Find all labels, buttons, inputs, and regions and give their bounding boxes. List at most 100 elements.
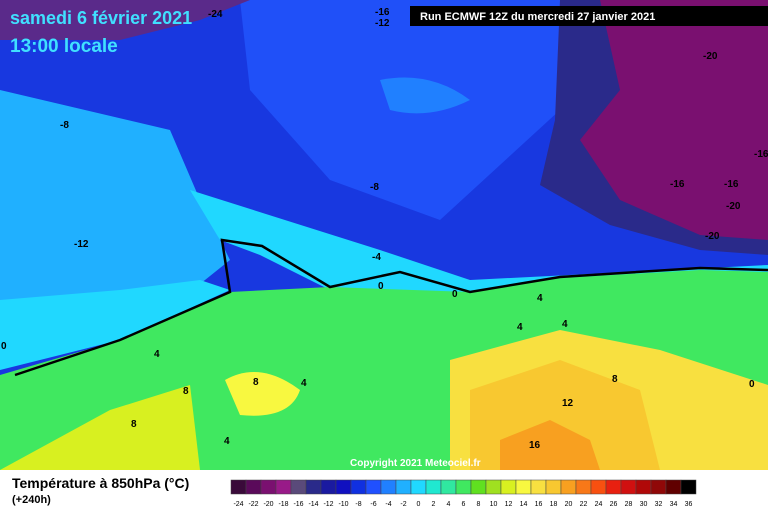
- local-time: 13:00 locale: [10, 36, 118, 57]
- contour-label: 4: [154, 349, 160, 360]
- contour-label: 4: [517, 322, 523, 333]
- colorbar-label: 16: [535, 501, 543, 508]
- map-region: [225, 372, 300, 416]
- run-info: Run ECMWF 12Z du mercredi 27 janvier 202…: [420, 11, 655, 23]
- colorbar-label: 36: [685, 501, 693, 508]
- contour-label: 8: [183, 386, 189, 397]
- colorbar-swatch: [290, 479, 307, 495]
- colorbar-label: 10: [490, 501, 498, 508]
- colorbar-label: 22: [580, 501, 588, 508]
- contour-labels: -24 -16-12-20-8-8-12-16 -16-16-20-20-40004…: [1, 7, 768, 451]
- map-region: [0, 280, 230, 370]
- colorbar-swatch: [605, 479, 622, 495]
- contour-label: -4: [372, 252, 381, 263]
- contour-label: 4: [537, 293, 543, 304]
- date: samedi 6 février 2021: [10, 8, 192, 28]
- colorbar-swatch: [410, 479, 427, 495]
- colorbar-label: -22: [248, 501, 258, 508]
- colorbar-label: -6: [370, 501, 376, 508]
- colorbar-swatch: [650, 479, 667, 495]
- legend-title: Température à 850hPa (°C): [12, 475, 189, 491]
- colorbar-swatch: [395, 479, 412, 495]
- map-region: [0, 385, 200, 470]
- lead-time: (+240h): [12, 494, 51, 506]
- colorbar-label: 0: [417, 501, 421, 508]
- contour-label: -20: [726, 201, 741, 212]
- colorbar-label: 14: [520, 501, 528, 508]
- colorbar-label: 20: [565, 501, 573, 508]
- contour-label: -16: [375, 7, 390, 18]
- map-region: [0, 90, 230, 330]
- colorbar-label: 4: [447, 501, 451, 508]
- colorbar-label: 32: [655, 501, 663, 508]
- colorbar-swatch: [365, 479, 382, 495]
- contour-label: -20: [705, 231, 720, 242]
- colorbar-label: 28: [625, 501, 633, 508]
- zero-contour: [14, 238, 768, 377]
- contour-label: -24: [208, 9, 223, 20]
- colorbar-swatch: [485, 479, 502, 495]
- colorbar-label: 12: [505, 501, 513, 508]
- contour-label: 8: [253, 377, 259, 388]
- colorbar-label: 26: [610, 501, 618, 508]
- contour-label: -16: [670, 179, 685, 190]
- colorbar-swatch: [440, 479, 457, 495]
- colorbar-label: -8: [355, 501, 361, 508]
- contour-label: 8: [612, 374, 618, 385]
- colorbar-swatch: [455, 479, 472, 495]
- colorbar-label: -12: [323, 501, 333, 508]
- colorbar-swatch: [530, 479, 547, 495]
- colorbar-label: 6: [462, 501, 466, 508]
- map: Run ECMWF 12Z du mercredi 27 janvier 202…: [0, 0, 768, 470]
- run-banner: [410, 6, 768, 26]
- contour-label: 0: [1, 341, 7, 352]
- colorbar-swatch: [590, 479, 607, 495]
- map-region: [500, 420, 600, 470]
- colorbar: -24 -22 -20 -18 -16 -14 -12 -10 -8 -6 -4 -2 0 2 4 6 8 10 1…: [230, 479, 697, 508]
- contour-label: -16: [754, 149, 768, 160]
- colorbar-label: 8: [477, 501, 481, 508]
- colorbar-swatch: [665, 479, 682, 495]
- colorbar-label: 2: [432, 501, 436, 508]
- colorbar-swatch: [560, 479, 577, 495]
- colorbar-label: 24: [595, 501, 603, 508]
- contour-label: 0: [749, 379, 755, 390]
- colorbar-label: -24: [233, 501, 243, 508]
- contour-label: -8: [370, 182, 379, 193]
- colorbar-swatch: [245, 479, 262, 495]
- contour-label: -8: [60, 120, 69, 131]
- contour-label: 4: [224, 436, 230, 447]
- colorbar-swatch: [425, 479, 442, 495]
- contour-label: 0: [452, 289, 458, 300]
- contour-label: -16: [724, 179, 739, 190]
- colorbar-swatch: [320, 479, 337, 495]
- colorbar-swatch: [500, 479, 517, 495]
- colorbar-swatch: [260, 479, 277, 495]
- contour-label: 4: [301, 378, 307, 389]
- copyright: Copyright 2021 Meteociel.fr: [350, 458, 481, 469]
- colorbar-label: -14: [308, 501, 318, 508]
- contour-label: 8: [131, 419, 137, 430]
- colorbar-swatch: [470, 479, 487, 495]
- colorbar-swatch: [380, 479, 397, 495]
- colorbar-label: -4: [385, 501, 391, 508]
- contour-label: -12: [74, 239, 89, 250]
- colorbar-swatch: [545, 479, 562, 495]
- map-region: [190, 190, 768, 295]
- colorbar-label: 18: [550, 501, 558, 508]
- colorbar-swatch: [620, 479, 637, 495]
- colorbar-label: -18: [278, 501, 288, 508]
- contour-label: 0: [378, 281, 384, 292]
- colorbar-swatch: [680, 479, 697, 495]
- colorbar-swatch: [575, 479, 592, 495]
- colorbar-label: -20: [263, 501, 273, 508]
- colorbar-swatch: [635, 479, 652, 495]
- colorbar-swatch: [305, 479, 322, 495]
- contour-label: -20: [703, 51, 718, 62]
- colorbar-label: -16: [293, 501, 303, 508]
- map-region: [0, 0, 250, 40]
- colorbar-swatch: [515, 479, 532, 495]
- colorbar-label: 30: [640, 501, 648, 508]
- colorbar-swatch: [335, 479, 352, 495]
